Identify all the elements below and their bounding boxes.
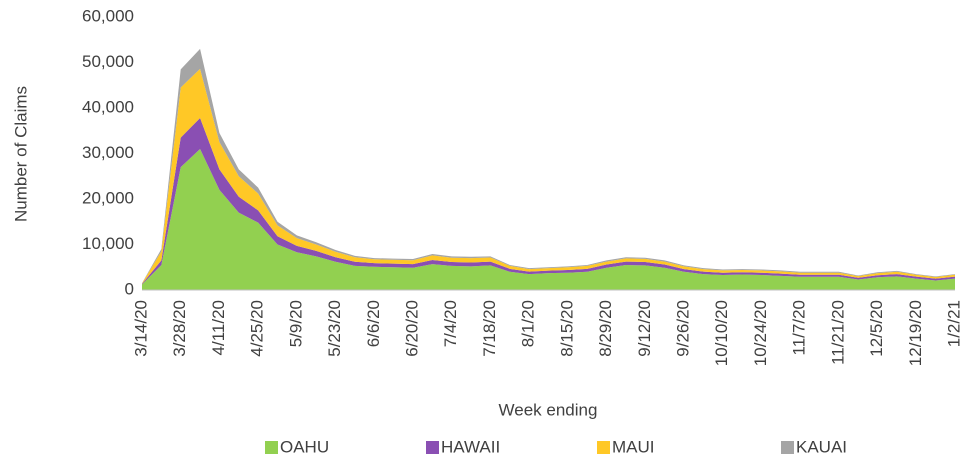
x-tick-label: 8/29/20 xyxy=(596,300,615,357)
legend-label: KAUAI xyxy=(796,437,847,456)
x-tick-label: 12/19/20 xyxy=(906,300,925,366)
x-tick-label: 3/28/20 xyxy=(170,300,189,357)
x-tick-label: 7/18/20 xyxy=(480,300,499,357)
y-tick-label: 20,000 xyxy=(82,188,134,207)
x-tick-label: 8/15/20 xyxy=(557,300,576,357)
x-tick-label: 8/1/20 xyxy=(519,300,538,347)
x-tick-label: 11/7/20 xyxy=(790,300,809,355)
y-tick-label: 0 xyxy=(125,279,134,298)
x-tick-label: 9/26/20 xyxy=(673,300,692,357)
legend-label: MAUI xyxy=(612,437,655,456)
legend-label: HAWAII xyxy=(441,437,500,456)
x-tick-label: 4/25/20 xyxy=(248,300,267,357)
y-tick-label: 40,000 xyxy=(82,97,134,116)
legend-label: OAHU xyxy=(280,437,329,456)
x-tick-label: 9/12/20 xyxy=(635,300,654,357)
x-tick-label: 11/21/20 xyxy=(828,300,847,365)
legend-swatch xyxy=(781,441,794,454)
legend-swatch xyxy=(426,441,439,454)
y-tick-label: 30,000 xyxy=(82,143,134,162)
area xyxy=(142,148,955,290)
legend-swatch xyxy=(597,441,610,454)
x-tick-label: 5/9/20 xyxy=(286,300,305,347)
x-tick-label: 3/14/20 xyxy=(131,300,150,357)
x-tick-label: 10/24/20 xyxy=(751,300,770,366)
y-tick-label: 10,000 xyxy=(82,234,134,253)
x-tick-label: 6/20/20 xyxy=(402,300,421,357)
legend-swatch xyxy=(265,441,278,454)
y-axis-title: Number of Claims xyxy=(11,86,30,222)
x-tick-label: 10/10/20 xyxy=(712,300,731,366)
x-tick-label: 1/2/21 xyxy=(944,300,963,347)
x-tick-label: 7/4/20 xyxy=(441,300,460,347)
x-tick-label: 12/5/20 xyxy=(867,300,886,357)
x-tick-label: 6/6/20 xyxy=(364,300,383,347)
x-tick-label: 4/11/20 xyxy=(209,300,228,355)
x-axis-title: Week ending xyxy=(499,400,598,419)
x-tick-label: 5/23/20 xyxy=(325,300,344,357)
y-tick-label: 60,000 xyxy=(82,6,134,25)
y-tick-label: 50,000 xyxy=(82,52,134,71)
